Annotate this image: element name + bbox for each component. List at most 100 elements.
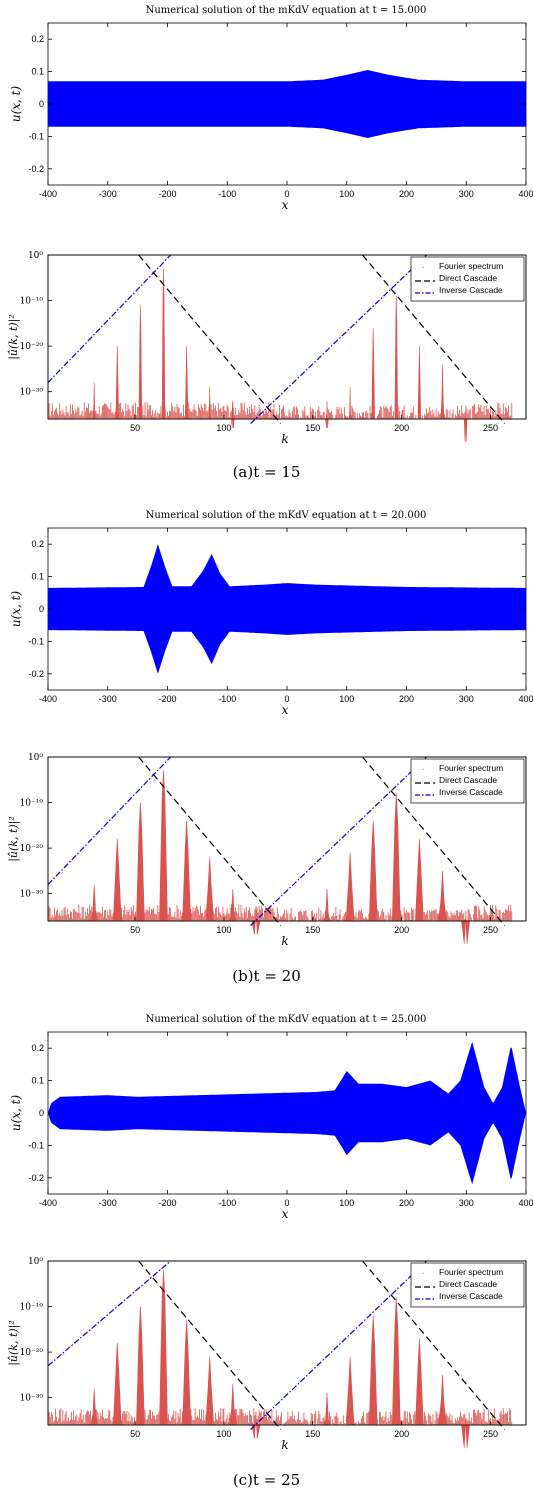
y-tick-label: 0.2 [31, 539, 44, 549]
spectrum-plot-b: 50 100 150 200 250 10⁰ 10⁻¹⁰ 10⁻²⁰ 10⁻³⁰ k |û(k, t… [7, 753, 527, 948]
y-tick-label: 10⁻³⁰ [20, 890, 44, 900]
x-tick-label: -400 [39, 189, 57, 199]
y-axis-label: u(x, t) [9, 1095, 23, 1132]
y-tick-label: 10⁻³⁰ [20, 1394, 44, 1404]
x-tick-label: 100 [339, 1198, 354, 1208]
spectrum-plot-c: 50 100 150 200 250 10⁰ 10⁻¹⁰ 10⁻²⁰ 10⁻³⁰ k |û(k, t… [7, 1257, 527, 1452]
wave-title: Numerical solution of the mKdV equation … [146, 5, 427, 16]
y-tick-label: 10⁻²⁰ [20, 1348, 44, 1358]
legend-box [410, 1262, 525, 1308]
inverse-cascade-line [47, 254, 172, 383]
x-tick-label: 100 [216, 925, 231, 935]
x-tick-label: -300 [99, 1198, 117, 1208]
caption-b: (b)t = 20 [232, 967, 301, 985]
x-tick-label: -400 [39, 1198, 57, 1208]
y-tick-label: 10⁻¹⁰ [20, 799, 44, 809]
y-tick-label: 0.2 [31, 1043, 44, 1053]
x-axis-label: x [282, 1207, 289, 1221]
wave-title: Numerical solution of the mKdV equation … [146, 510, 427, 521]
x-tick-label: 250 [483, 925, 498, 935]
legend-label: Inverse Cascade [439, 787, 503, 797]
wave-plot-b: Numerical solution of the mKdV equation … [9, 510, 533, 717]
wave-title: Numerical solution of the mKdV equation … [146, 1014, 427, 1025]
plot-frame-edge [47, 756, 527, 922]
x-tick-label: 0 [284, 694, 289, 704]
x-tick-label: 150 [305, 1429, 320, 1439]
inverse-cascade-line [47, 756, 172, 885]
x-tick-label: 300 [459, 189, 474, 199]
legend-marker-fourier: · [421, 764, 424, 775]
y-tick-label: -0.2 [28, 1173, 44, 1183]
wave-envelope [48, 70, 526, 138]
x-axis-label: k [281, 1438, 288, 1452]
y-tick-label: 0.2 [31, 34, 44, 44]
x-tick-label: -200 [158, 1198, 176, 1208]
x-tick-label: -100 [218, 694, 236, 704]
x-tick-label: 300 [459, 1198, 474, 1208]
y-tick-label: 0.1 [31, 572, 44, 582]
y-tick-label: 0 [39, 1108, 44, 1118]
x-tick-label: -100 [218, 1198, 236, 1208]
x-tick-label: -400 [39, 694, 57, 704]
x-tick-label: 100 [216, 1429, 231, 1439]
direct-cascade-line [138, 1260, 282, 1430]
wave-envelope [48, 1041, 526, 1185]
y-axis-label: u(x, t) [9, 591, 23, 628]
x-tick-label: 200 [394, 925, 409, 935]
x-tick-label: -200 [158, 694, 176, 704]
wave-envelope [48, 544, 526, 674]
plot-frame-edge [47, 1260, 527, 1426]
x-tick-label: 50 [130, 1429, 140, 1439]
inverse-cascade-line [47, 1260, 171, 1367]
x-tick-label: 50 [130, 925, 140, 935]
x-tick-label: 200 [394, 1429, 409, 1439]
y-axis-label: |û(k, t)|² [7, 1320, 21, 1366]
y-tick-label: -0.1 [28, 131, 44, 141]
x-tick-label: 50 [130, 423, 140, 433]
x-tick-label: 0 [284, 189, 289, 199]
y-tick-label: 10⁻¹⁰ [20, 297, 44, 307]
spectrum-plot-a: 50 100 150 200 250 10⁰ 10⁻¹⁰ 10⁻²⁰ 10⁻³⁰ k |û(k, t… [7, 251, 527, 446]
x-tick-label: 100 [339, 189, 354, 199]
y-tick-label: 10⁻²⁰ [20, 844, 44, 854]
x-tick-label: -300 [99, 189, 117, 199]
caption-c: (c)t = 25 [232, 1471, 301, 1489]
y-tick-label: -0.2 [28, 164, 44, 174]
direct-cascade-line [138, 756, 282, 926]
legend-box [410, 256, 525, 302]
y-tick-label: 10⁻³⁰ [20, 388, 44, 398]
legend-label: Direct Cascade [439, 1279, 497, 1289]
y-tick-label: -0.1 [28, 636, 44, 646]
x-tick-label: 250 [483, 423, 498, 433]
x-axis-label: k [281, 432, 288, 446]
y-tick-label: 0.1 [31, 67, 44, 77]
direct-cascade-line [362, 254, 506, 424]
x-tick-label: 150 [305, 423, 320, 433]
x-tick-label: 0 [284, 1198, 289, 1208]
legend-label: Fourier spectrum [439, 763, 503, 773]
legend-label: Fourier spectrum [439, 1267, 503, 1277]
direct-cascade-line [362, 1260, 506, 1430]
y-tick-label: 10⁰ [28, 1257, 43, 1267]
y-tick-label: 0.1 [31, 1076, 44, 1086]
y-axis-label: u(x, t) [9, 86, 23, 123]
caption-a: (a)t = 15 [232, 463, 301, 481]
legend-marker-fourier: · [421, 262, 424, 273]
y-axis-label: |û(k, t)|² [7, 314, 21, 360]
x-tick-label: 100 [216, 423, 231, 433]
direct-cascade-line [362, 756, 506, 926]
x-tick-label: 200 [399, 189, 414, 199]
wave-plot-c: Numerical solution of the mKdV equation … [9, 1014, 533, 1221]
x-tick-label: -300 [99, 694, 117, 704]
x-tick-label: 400 [518, 694, 533, 704]
x-tick-label: 250 [483, 1429, 498, 1439]
legend-marker-fourier: · [421, 1268, 424, 1279]
x-tick-label: 150 [305, 925, 320, 935]
x-tick-label: 300 [459, 694, 474, 704]
x-tick-label: 400 [518, 1198, 533, 1208]
legend-label: Inverse Cascade [439, 285, 503, 295]
wave-plot-a: Numerical solution of the mKdV equation … [9, 5, 533, 212]
x-tick-label: -200 [158, 189, 176, 199]
y-tick-label: 10⁻¹⁰ [20, 1303, 44, 1313]
